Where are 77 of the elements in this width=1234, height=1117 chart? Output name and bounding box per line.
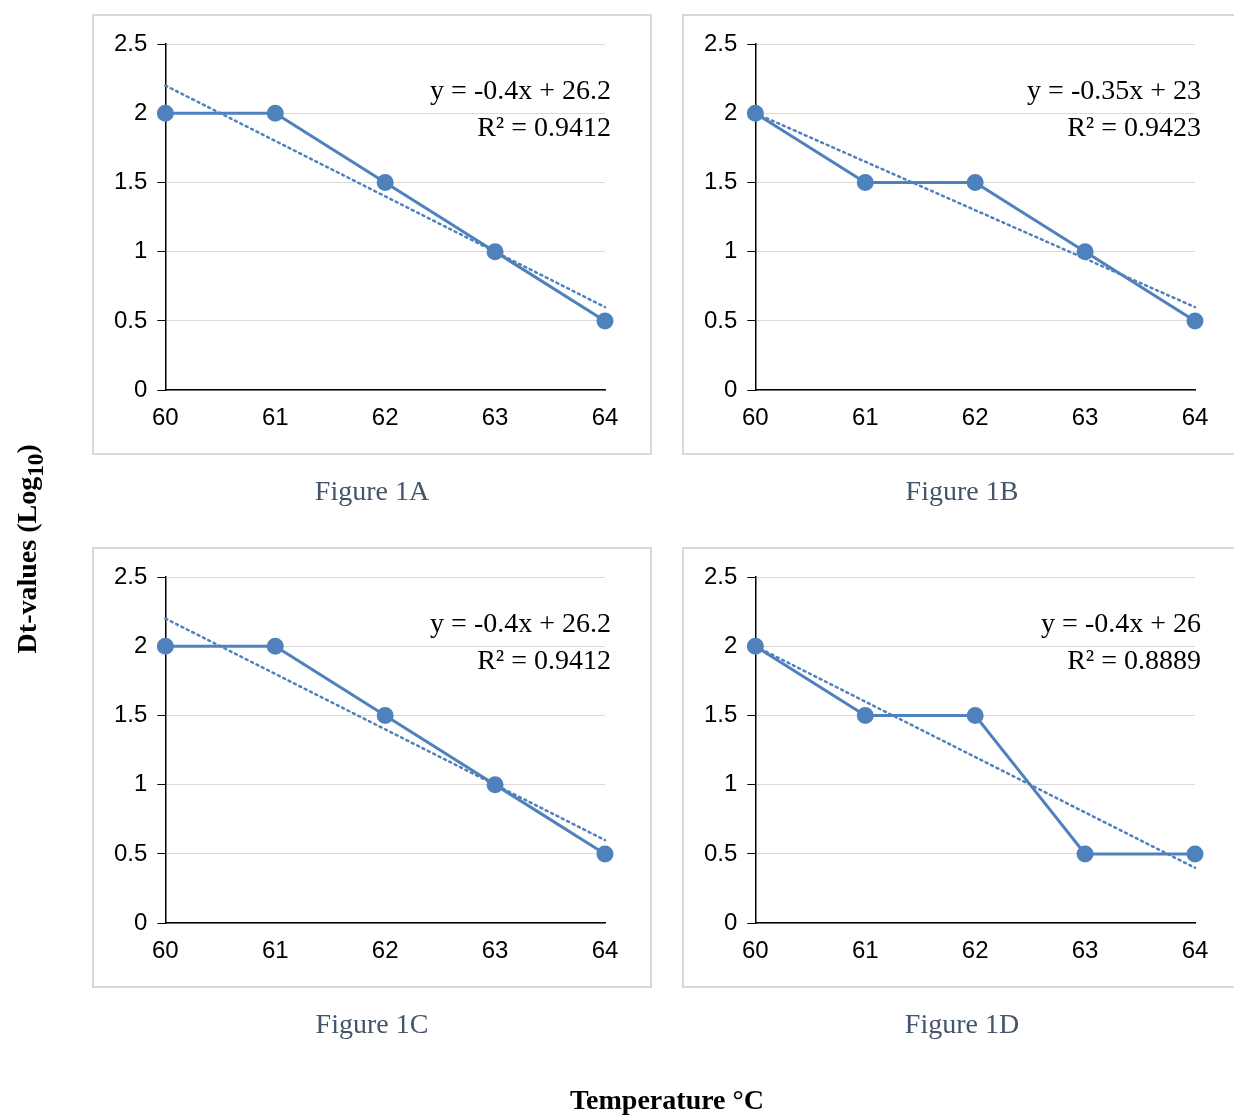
- annotation: R² = 0.9412: [477, 644, 611, 676]
- y-tick-label: 0: [134, 374, 148, 402]
- x-tick-label: 62: [961, 403, 989, 431]
- text: Figure 1B: [904, 475, 1020, 507]
- x-tick-label: 61: [261, 936, 289, 964]
- point: [856, 706, 874, 724]
- x-tick-label: 64: [1181, 403, 1209, 431]
- x-tick-label: 60: [742, 936, 769, 964]
- annotation: R² = 0.9412: [477, 111, 611, 143]
- point: [266, 104, 284, 122]
- y-tick-label: 2: [724, 97, 738, 125]
- point: [966, 706, 984, 724]
- y-tick-label: 0.5: [703, 838, 738, 866]
- point: [1076, 243, 1094, 261]
- annotation: y = -0.4x + 26: [1041, 607, 1201, 639]
- y-tick-label: 1: [724, 769, 738, 797]
- y-tick-label: 2: [134, 97, 148, 125]
- x-tick-label: 62: [961, 936, 989, 964]
- point: [1186, 845, 1204, 863]
- x-tick-label: 60: [152, 936, 179, 964]
- x-tick-label: 62: [371, 403, 399, 431]
- point: [746, 104, 764, 122]
- y-tick-label: 0.5: [113, 305, 148, 333]
- y-tick-label: 0: [724, 907, 738, 935]
- annotation: y = -0.35x + 23: [1027, 74, 1201, 106]
- point: [746, 637, 764, 655]
- y-tick-label: 0.5: [113, 838, 148, 866]
- x-tick-label: 63: [481, 936, 509, 964]
- x-tick-label: 61: [851, 403, 879, 431]
- y-tick-label: 1: [134, 236, 148, 264]
- y-tick-label: 1.5: [113, 167, 148, 195]
- y-tick-label: 1.5: [703, 700, 738, 728]
- x-tick-label: 62: [371, 936, 399, 964]
- text: Figure 1D: [903, 1008, 1021, 1040]
- x-tick-label: 64: [1181, 936, 1209, 964]
- point: [156, 104, 174, 122]
- point: [376, 173, 394, 191]
- x-tick-label: 64: [591, 403, 619, 431]
- x-tick-label: 60: [742, 403, 769, 431]
- y-tick-label: 0: [134, 907, 148, 935]
- y-tick-label: 2.5: [703, 28, 738, 56]
- x-tick-label: 61: [851, 936, 879, 964]
- annotation: R² = 0.8889: [1067, 644, 1201, 676]
- y-tick-label: 2.5: [113, 28, 148, 56]
- y-tick-label: 2.5: [113, 561, 148, 589]
- point: [596, 312, 614, 330]
- y-tick-label: 2.5: [703, 561, 738, 589]
- y-tick-label: 0.5: [703, 305, 738, 333]
- point: [966, 173, 984, 191]
- y-tick-label: 2: [724, 630, 738, 658]
- x-tick-label: 64: [591, 936, 619, 964]
- point: [1076, 845, 1094, 863]
- y-tick-label: 1.5: [113, 700, 148, 728]
- point: [1186, 312, 1204, 330]
- y-tick-label: 0: [724, 374, 738, 402]
- point: [376, 706, 394, 724]
- point: [486, 243, 504, 261]
- annotation: R² = 0.9423: [1067, 111, 1201, 143]
- x-tick-label: 63: [1071, 403, 1099, 431]
- x-tick-label: 61: [261, 403, 289, 431]
- x-tick-label: 63: [481, 403, 509, 431]
- text: Figure 1A: [313, 475, 431, 507]
- text: Figure 1C: [314, 1008, 430, 1040]
- y-tick-label: 1.5: [703, 167, 738, 195]
- annotation: y = -0.4x + 26.2: [430, 74, 611, 106]
- point: [266, 637, 284, 655]
- x-tick-label: 63: [1071, 936, 1099, 964]
- point: [856, 173, 874, 191]
- x-tick-label: 60: [152, 403, 179, 431]
- point: [156, 637, 174, 655]
- y-tick-label: 1: [134, 769, 148, 797]
- x-axis-title: Temperature °C: [569, 1084, 765, 1116]
- point: [596, 845, 614, 863]
- annotation: y = -0.4x + 26.2: [430, 607, 611, 639]
- y-tick-label: 1: [724, 236, 738, 264]
- point: [486, 776, 504, 794]
- y-tick-label: 2: [134, 630, 148, 658]
